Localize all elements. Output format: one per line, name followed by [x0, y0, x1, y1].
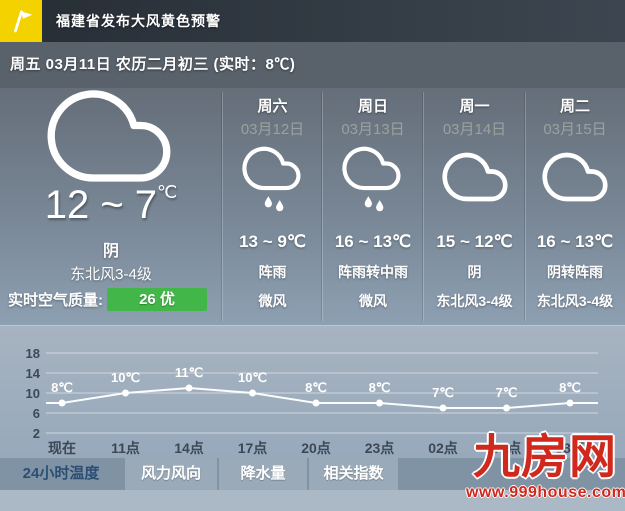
- svg-text:08点: 08点: [555, 440, 585, 456]
- tab-wind[interactable]: 风力风向: [125, 458, 217, 490]
- current-temp: 12 ~ 7℃: [44, 182, 178, 227]
- temp-range: 16 ~ 13℃: [536, 232, 614, 251]
- temp-unit: ℃: [157, 182, 178, 202]
- hourly-temp-chart: 18 14 10 6 2 8℃ 现在 10℃ 11点 11℃ 14点 10℃ 17点 8℃ 20点 8℃ 23点…: [0, 325, 625, 458]
- condition: 阴转阵雨: [547, 264, 603, 280]
- svg-text:8℃: 8℃: [369, 380, 391, 395]
- day-label: 周二: [559, 98, 590, 115]
- warning-bar[interactable]: 福建省发布大风黄色预警: [0, 0, 625, 42]
- date-label: 03月14日: [442, 121, 507, 138]
- svg-text:10℃: 10℃: [238, 370, 267, 385]
- rain-cloud-icon: [241, 146, 301, 212]
- svg-text:17点: 17点: [238, 440, 268, 456]
- temp-range: 16 ~ 13℃: [334, 232, 412, 251]
- cloud-icon: [47, 90, 171, 182]
- tab-precipitation[interactable]: 降水量: [219, 458, 307, 490]
- svg-text:6: 6: [33, 406, 40, 421]
- svg-text:8℃: 8℃: [51, 380, 73, 395]
- svg-text:11℃: 11℃: [175, 365, 203, 380]
- current-condition: 阴: [102, 243, 119, 260]
- svg-text:18: 18: [26, 346, 40, 361]
- date-label: 03月12日: [240, 121, 305, 138]
- flag-icon: [14, 10, 33, 33]
- wind: 东北风3-4级: [536, 293, 614, 309]
- forecast-column-monday: 周一 03月14日 15 ~ 12℃ 阴 东北风3-4级: [423, 92, 525, 321]
- condition: 阵雨转中雨: [338, 264, 408, 280]
- svg-text:2: 2: [33, 426, 40, 441]
- svg-text:05点: 05点: [492, 440, 522, 456]
- date-label: 03月15日: [543, 121, 607, 138]
- chart-tab-bar: 24小时温度 风力风向 降水量 相关指数: [0, 458, 625, 490]
- warning-flag-badge: [0, 0, 42, 42]
- svg-text:14: 14: [26, 366, 41, 381]
- day-label: 周一: [459, 98, 490, 115]
- current-wind: 东北风3-4级: [70, 266, 152, 283]
- air-quality-row: 实时空气质量: 26 优: [8, 287, 222, 311]
- rain-cloud-icon: [342, 146, 401, 212]
- svg-text:8℃: 8℃: [559, 380, 581, 395]
- day-label: 周六: [257, 98, 288, 115]
- condition: 阴: [467, 264, 482, 280]
- cloud-icon: [542, 152, 608, 202]
- svg-text:现在: 现在: [48, 440, 76, 456]
- svg-text:8℃: 8℃: [305, 380, 327, 395]
- day-label: 周日: [357, 98, 388, 115]
- wind: 微风: [359, 293, 387, 309]
- forecast-column-sunday: 周日 03月13日 16 ~ 13℃ 阵雨转中雨 微风: [322, 92, 423, 321]
- temp-range: 15 ~ 12℃: [436, 232, 513, 251]
- forecast-area: 12 ~ 7℃ 阴 东北风3-4级 实时空气质量: 26 优 周六 03月12日…: [0, 88, 625, 325]
- svg-text:7℃: 7℃: [496, 385, 518, 400]
- cloud-icon: [441, 152, 508, 202]
- svg-text:23点: 23点: [365, 440, 395, 456]
- svg-text:20点: 20点: [301, 440, 331, 456]
- svg-text:10: 10: [26, 386, 40, 401]
- condition: 阵雨: [258, 264, 287, 280]
- tab-24h-temperature[interactable]: 24小时温度: [22, 465, 100, 482]
- wind: 微风: [258, 293, 287, 309]
- temperature-line-chart: 18 14 10 6 2 8℃ 现在 10℃ 11点 11℃ 14点 10℃ 17点 8℃ 20点 8℃ 23点…: [26, 346, 598, 456]
- tab-indices[interactable]: 相关指数: [309, 458, 398, 490]
- svg-text:10℃: 10℃: [111, 370, 140, 385]
- air-quality-badge: 26 优: [107, 287, 207, 311]
- air-quality-label: 实时空气质量:: [8, 291, 103, 309]
- warning-text: 福建省发布大风黄色预警: [56, 13, 221, 29]
- svg-text:7℃: 7℃: [432, 385, 454, 400]
- temp-range: 13 ~ 9℃: [239, 232, 306, 251]
- svg-text:02点: 02点: [428, 440, 458, 456]
- date-label: 03月13日: [341, 121, 405, 138]
- forecast-column-saturday: 周六 03月12日 13 ~ 9℃ 阵雨 微风: [222, 92, 322, 321]
- wind: 东北风3-4级: [436, 293, 513, 309]
- svg-text:11点: 11点: [111, 440, 140, 456]
- forecast-column-tuesday: 周二 03月15日 16 ~ 13℃ 阴转阵雨 东北风3-4级: [525, 92, 624, 321]
- bottom-strip: [0, 490, 625, 511]
- svg-text:14点: 14点: [174, 440, 204, 456]
- date-text: 周五 03月11日 农历二月初三 (实时：8℃): [10, 56, 296, 73]
- date-bar: 周五 03月11日 农历二月初三 (实时：8℃): [0, 42, 625, 88]
- current-weather-panel: 12 ~ 7℃ 阴 东北风3-4级 实时空气质量: 26 优: [0, 88, 222, 325]
